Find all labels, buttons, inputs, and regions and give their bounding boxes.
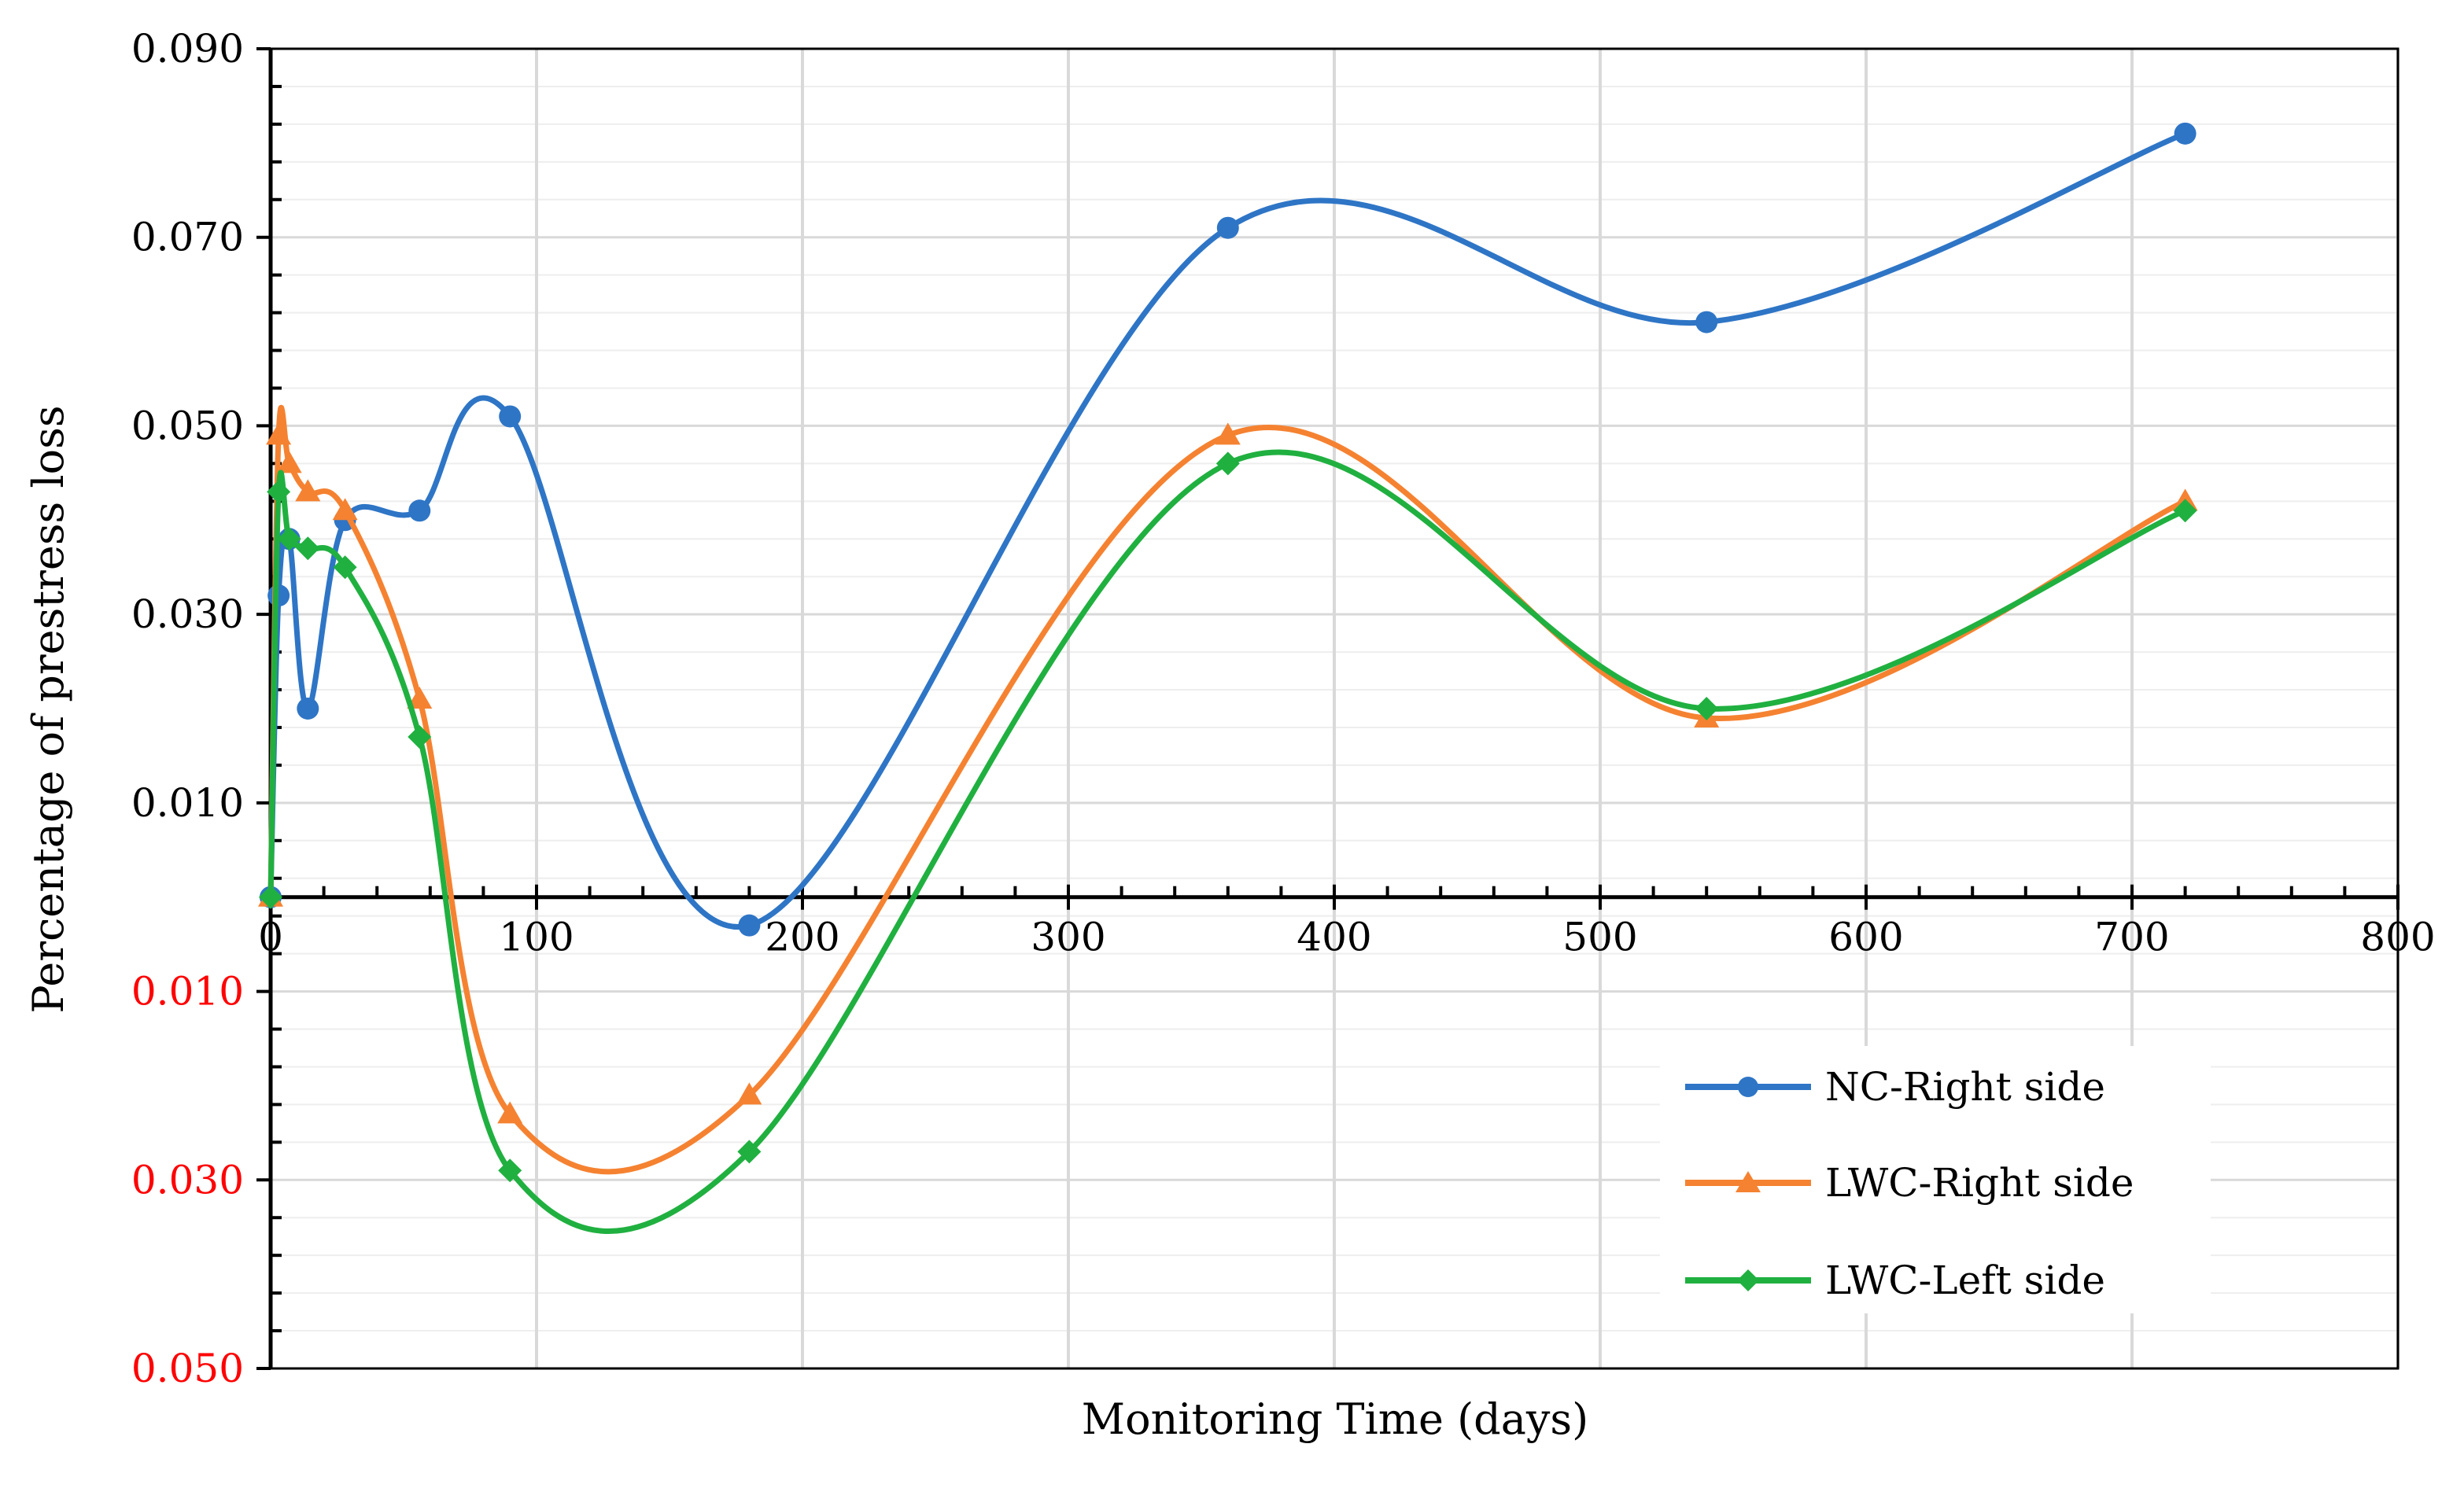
data-point-lwc-left-side (277, 527, 301, 551)
series-line-lwc-left-side (267, 449, 2189, 1235)
y-axis-title: Percentage of prestress loss (24, 405, 73, 1013)
data-point-nc-right-side (738, 914, 761, 937)
x-tick-label: 300 (1031, 915, 1105, 960)
x-tick-label: 800 (2360, 915, 2435, 960)
data-point-lwc-right-side (266, 422, 292, 445)
data-point-lwc-left-side (737, 1140, 762, 1164)
data-point-lwc-right-side (276, 451, 302, 473)
y-tick-label: 0.010 (131, 969, 244, 1015)
x-tick-label: 700 (2094, 915, 2169, 960)
x-tick-labels: 0 100 200 300 400 500 600 700 800 (258, 915, 2436, 960)
data-point-nc-right-side (2174, 122, 2197, 145)
data-point-lwc-right-side (407, 687, 433, 709)
x-tick-label: 500 (1562, 915, 1637, 960)
legend-item-lwc-right: LWC-Right side (1685, 1160, 2134, 1206)
data-point-nc-right-side (297, 698, 319, 720)
y-tick-label: 0.010 (131, 780, 244, 826)
y-tick-label: 0.050 (131, 403, 244, 448)
data-point-lwc-right-side (1215, 422, 1241, 445)
data-point-lwc-left-side (296, 536, 320, 561)
legend: NC-Right side LWC-Right side LWC-Left si… (1660, 1046, 2211, 1313)
legend-triangle-marker (1735, 1171, 1761, 1192)
series-line-nc-right-side (267, 131, 2189, 930)
data-point-nc-right-side (1216, 216, 1239, 239)
data-point-lwc-left-side (408, 724, 432, 749)
data-point-lwc-right-side (332, 498, 358, 521)
data-point-lwc-left-side (1695, 697, 1719, 720)
x-tick-label: 100 (499, 915, 574, 960)
legend-item-nc-right: NC-Right side (1685, 1064, 2105, 1110)
data-point-lwc-right-side (736, 1082, 762, 1105)
legend-label-lwc-left: LWC-Left side (1825, 1258, 2105, 1303)
data-point-lwc-left-side (498, 1158, 522, 1183)
y-tick-label: 0.050 (131, 1346, 244, 1391)
series-layer (258, 122, 2198, 1235)
y-tick-label: 0.030 (131, 1157, 244, 1203)
data-point-lwc-right-side (497, 1101, 523, 1124)
legend-item-lwc-left: LWC-Left side (1685, 1258, 2105, 1303)
y-tick-labels: 0.090 0.070 0.050 0.030 0.010 0.010 0.030 0.050 (131, 26, 244, 1391)
y-tick-label: 0.030 (131, 591, 244, 637)
data-point-lwc-left-side (259, 885, 282, 909)
x-tick-label: 400 (1297, 915, 1371, 960)
data-point-nc-right-side (1695, 311, 1718, 333)
data-point-lwc-left-side (333, 555, 357, 580)
x-tick-label: 0 (258, 915, 283, 960)
data-point-lwc-left-side (267, 480, 291, 504)
legend-label-nc-right: NC-Right side (1825, 1064, 2105, 1110)
x-axis-title: Monitoring Time (days) (1082, 1394, 1588, 1444)
data-point-lwc-right-side (295, 479, 321, 502)
data-point-nc-right-side (408, 499, 431, 522)
x-tick-label: 200 (765, 915, 839, 960)
x-tick-label: 600 (1828, 915, 1903, 960)
legend-circle-marker (1738, 1077, 1758, 1097)
legend-diamond-marker (1737, 1269, 1759, 1291)
data-point-lwc-left-side (2173, 499, 2197, 523)
data-point-nc-right-side (499, 405, 522, 428)
y-tick-label: 0.070 (131, 215, 244, 260)
legend-label-lwc-right: LWC-Right side (1825, 1160, 2134, 1206)
y-tick-label: 0.090 (131, 26, 244, 72)
data-point-lwc-left-side (1215, 451, 1240, 476)
